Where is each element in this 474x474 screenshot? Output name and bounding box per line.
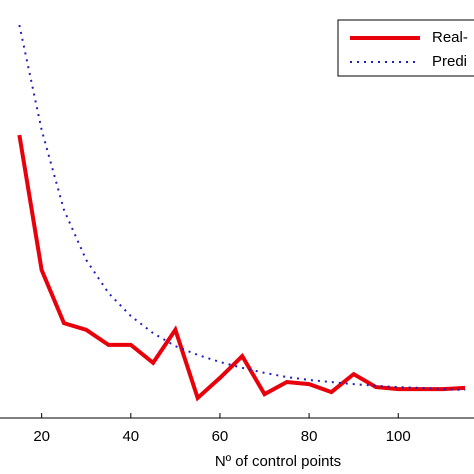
x-tick-label: 60 xyxy=(212,428,229,445)
x-axis-label: Nº of control points xyxy=(215,453,341,470)
series-line xyxy=(18,24,466,391)
legend-box xyxy=(337,19,474,77)
x-tick-label: 40 xyxy=(122,428,139,445)
legend-label: Real- xyxy=(432,29,468,46)
x-tick-label: 100 xyxy=(386,428,411,445)
x-tick-label: 20 xyxy=(33,428,50,445)
legend-label: Predi xyxy=(432,53,467,70)
x-tick-label: 80 xyxy=(301,428,318,445)
series-line xyxy=(17,134,466,402)
